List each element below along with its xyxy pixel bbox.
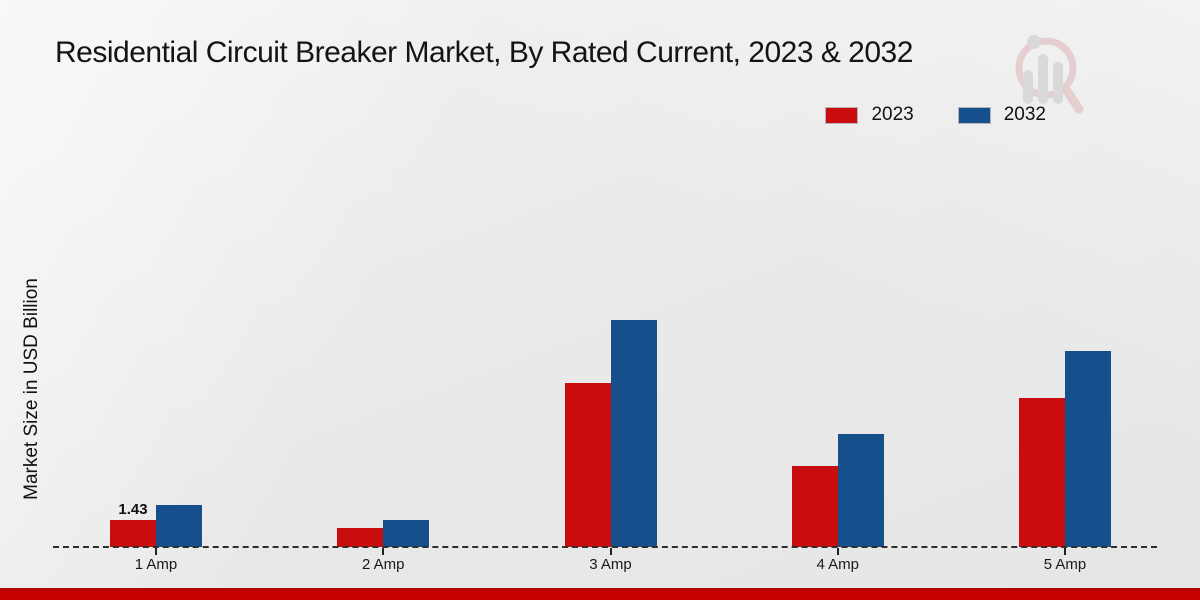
x-axis-line: [53, 546, 1157, 548]
chart-title: Residential Circuit Breaker Market, By R…: [55, 36, 913, 69]
legend: 2023 2032: [825, 104, 1046, 126]
bar-2023-1-amp: [110, 520, 156, 547]
bar-2023-2-amp: [337, 528, 384, 547]
bar-2032-1-amp: [156, 505, 202, 547]
legend-swatch-2023: [825, 106, 859, 124]
x-axis-tick: [155, 548, 157, 555]
x-axis-tick: [1064, 548, 1066, 555]
x-axis-tick: [836, 548, 839, 555]
x-axis-category-label: 4 Amp: [816, 556, 860, 573]
bar-2023-5-amp: [1019, 398, 1065, 547]
x-axis-tick: [609, 548, 612, 555]
market-research-logo-watermark: [1012, 26, 1087, 121]
bar-value-label: 1.43: [118, 501, 148, 518]
legend-label-2023: 2023: [871, 104, 914, 125]
footer-band: [0, 588, 1200, 600]
x-axis-tick: [382, 548, 385, 555]
x-axis-category-label: 3 Amp: [589, 556, 632, 573]
bar-2023-3-amp: [564, 383, 611, 547]
bar-2032-3-amp: [610, 320, 657, 547]
x-axis-category-label: 1 Amp: [134, 556, 178, 573]
bar-2032-5-amp: [1065, 351, 1111, 547]
bar-2032-4-amp: [837, 434, 884, 547]
x-axis-category-label: 2 Amp: [361, 556, 405, 573]
magnifier-bars-icon: [1015, 35, 1084, 114]
legend-entry-2032: 2032: [957, 104, 1046, 126]
bar-2032-2-amp: [383, 520, 430, 547]
legend-entry-2023: 2023: [825, 104, 914, 126]
legend-swatch-2032: [957, 106, 991, 124]
bar-2023-4-amp: [791, 466, 838, 547]
legend-label-2032: 2032: [1003, 104, 1046, 125]
x-axis-category-label: 5 Amp: [1043, 556, 1087, 573]
